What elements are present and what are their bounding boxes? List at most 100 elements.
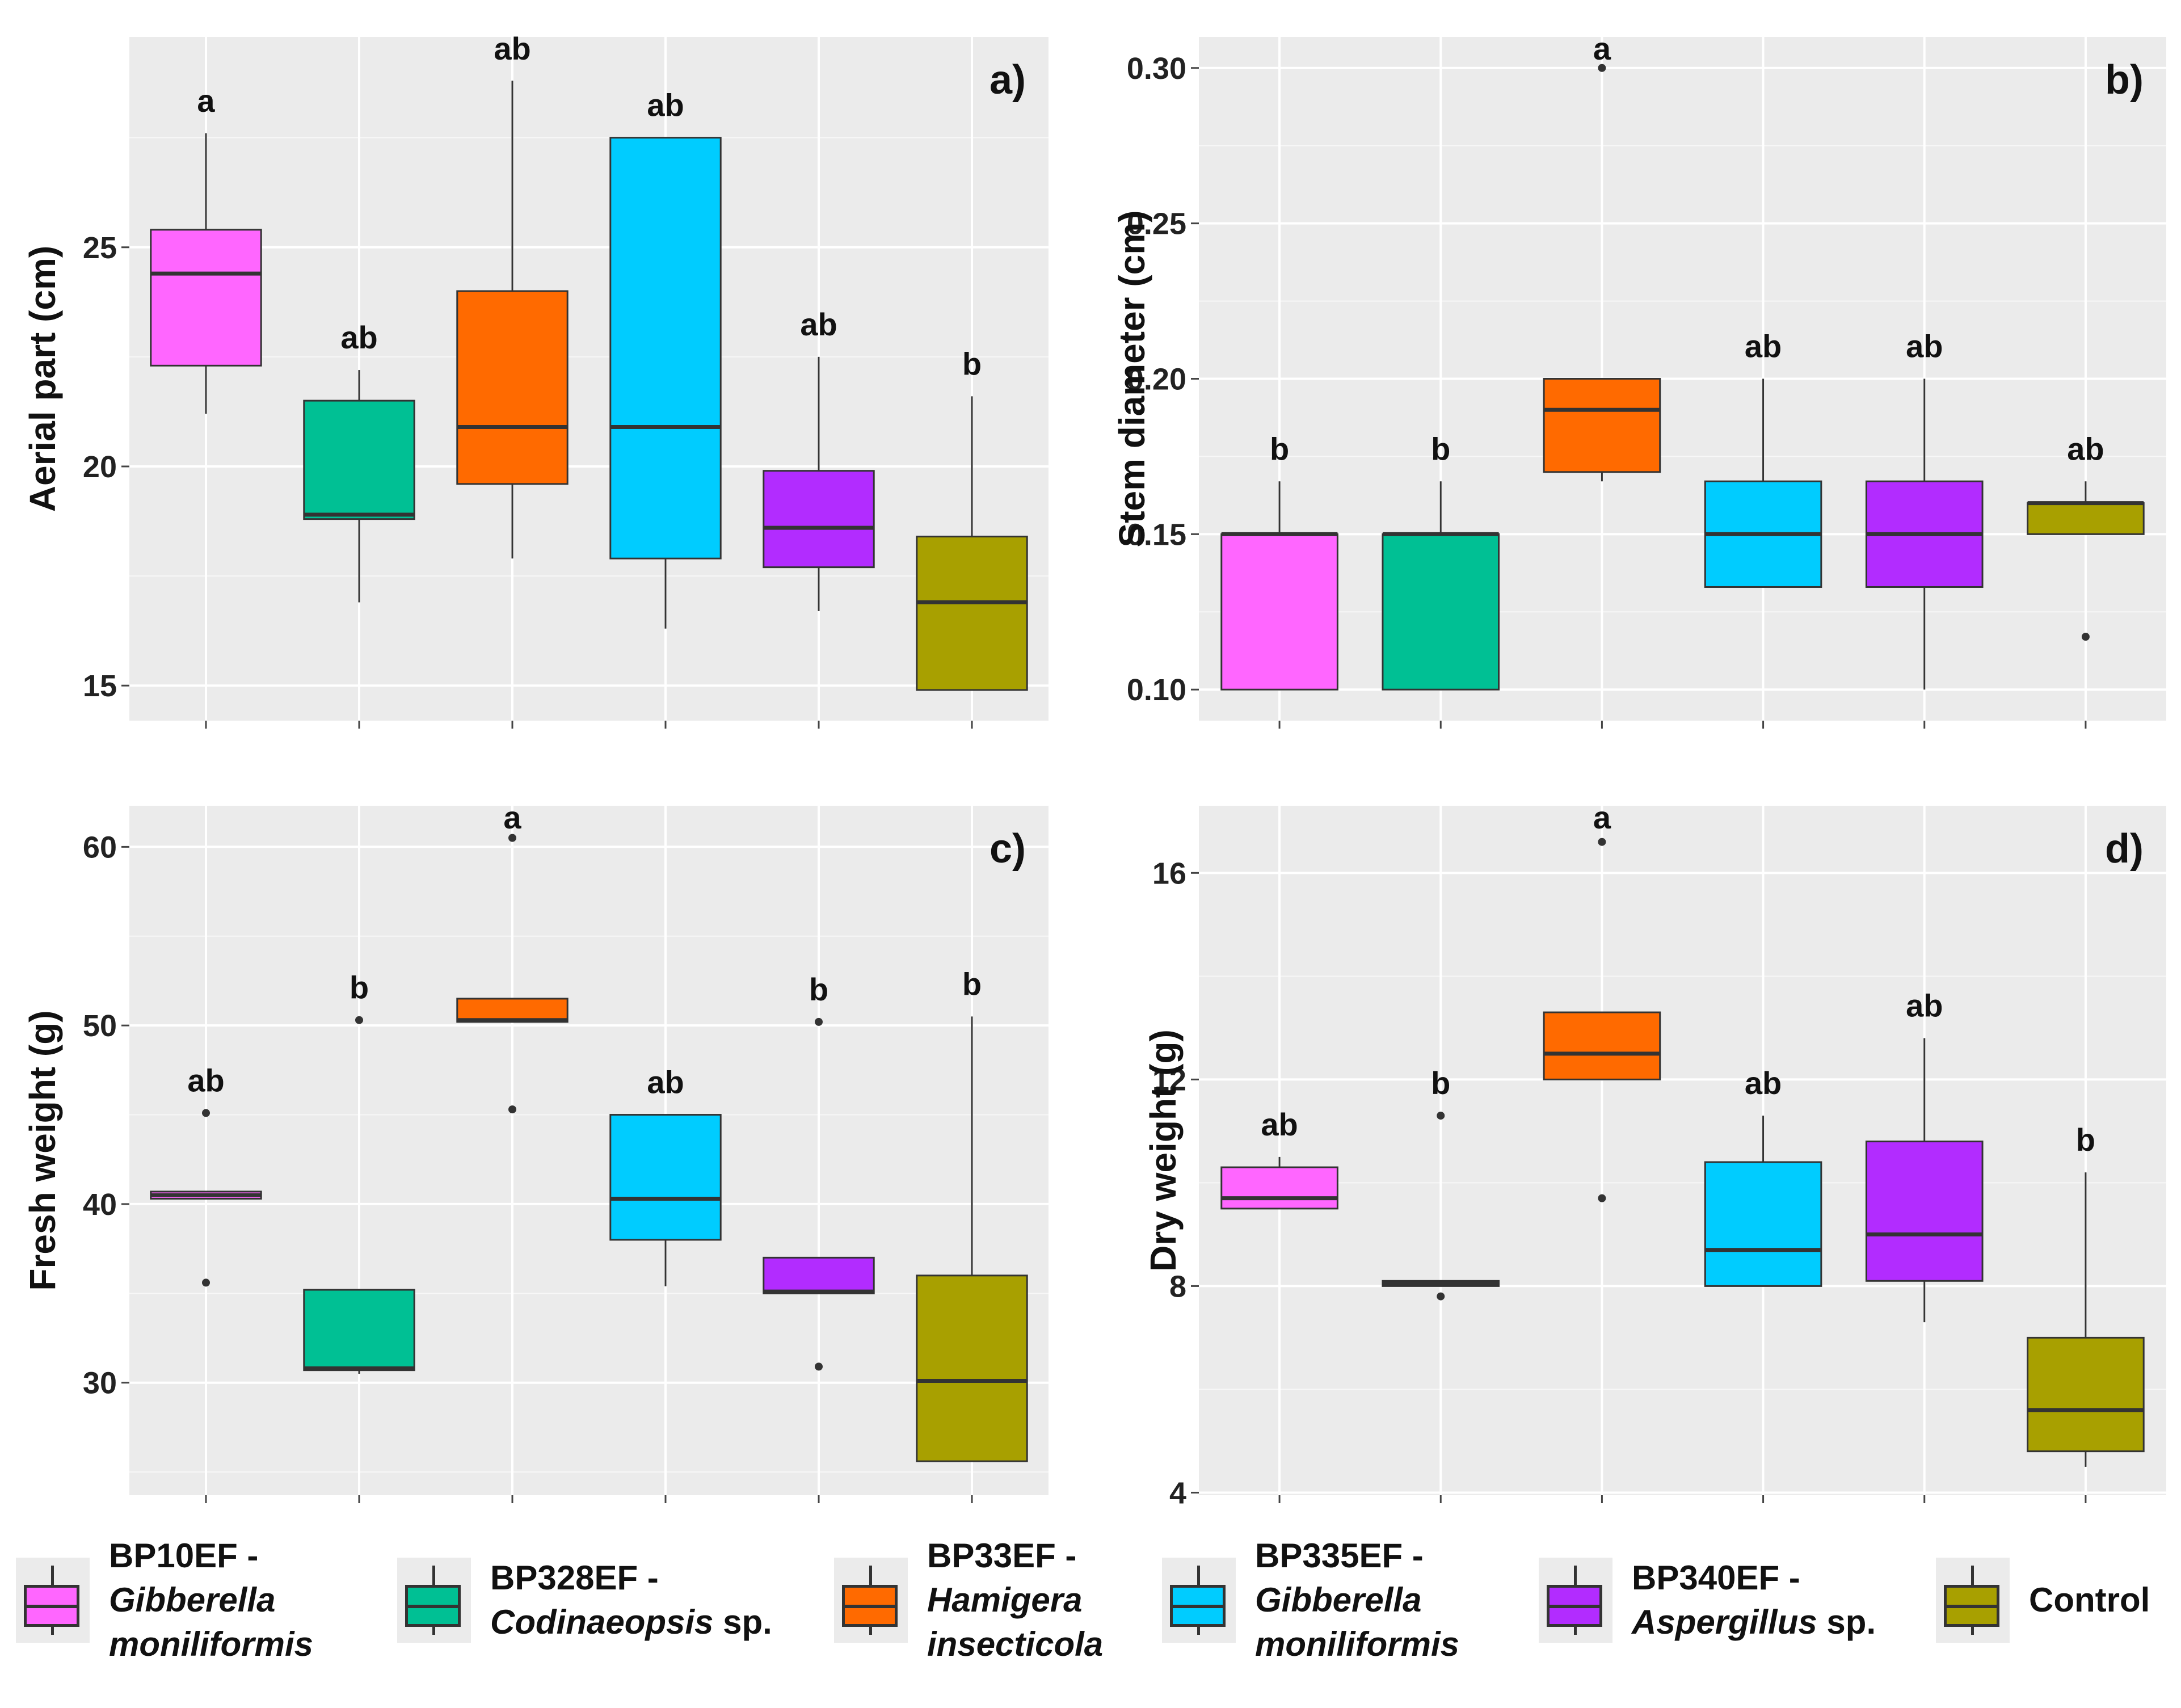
y-tick-label: 16	[1152, 856, 1186, 890]
panel-d: 4 8 12 16 Dry weight (g) d) ab b a ab ab b	[1143, 800, 2166, 1510]
legend-species-line1: Aspergillus	[1632, 1603, 1817, 1641]
legend-species-line2: moniliformis	[109, 1625, 314, 1663]
panel-c: 30 40 50 60 Fresh weight (g) c) ab b a ab b b	[22, 800, 1049, 1503]
y-tick-label: 12	[1152, 1063, 1186, 1097]
outlier-point	[1598, 838, 1606, 846]
box-bp328ef: b	[1382, 431, 1500, 691]
box	[303, 1289, 415, 1372]
legend-code: BP340EF -	[1632, 1559, 1800, 1597]
box-bp328ef: b	[1382, 1065, 1500, 1301]
box	[916, 536, 1028, 691]
panel-label: b)	[2105, 57, 2144, 103]
legend: BP10EF - Gibberella moniliformis BP328EF…	[0, 1515, 2181, 1708]
box	[1543, 1011, 1661, 1080]
box-bp335ef: ab	[1704, 1065, 1822, 1287]
box	[916, 1274, 1028, 1462]
legend-item-bp33ef: BP33EF - Hamigera insecticola	[834, 1515, 1103, 1685]
significance-letter: b	[350, 970, 369, 1006]
y-tick-label: 8	[1169, 1269, 1186, 1303]
plot-background	[129, 806, 1049, 1495]
legend-item-bp340ef: BP340EF - Aspergillus sp.	[1539, 1515, 1876, 1685]
box-bp10ef: ab	[150, 1062, 262, 1287]
box-bp335ef: ab	[1704, 329, 1822, 588]
legend-key-bp33ef	[834, 1558, 908, 1643]
significance-letter: b	[2076, 1122, 2095, 1158]
box	[1543, 378, 1661, 473]
outlier-point	[355, 1016, 363, 1024]
outlier-point	[1598, 1194, 1606, 1202]
significance-letter: ab	[1745, 1065, 1782, 1101]
significance-letter: ab	[2067, 431, 2104, 466]
significance-letter: ab	[340, 319, 377, 355]
legend-key-bp328ef	[397, 1558, 471, 1643]
box	[609, 137, 722, 559]
box	[1865, 1141, 1984, 1282]
significance-letter: a	[1593, 800, 1611, 835]
significance-letter: ab	[1906, 988, 1943, 1024]
box	[763, 1256, 875, 1294]
box-bp335ef: ab	[609, 87, 722, 629]
box	[456, 290, 569, 485]
y-axis-label: Fresh weight (g)	[22, 1010, 63, 1290]
significance-letter: a	[503, 800, 521, 835]
box-bp340ef: ab	[1865, 988, 1984, 1323]
legend-code: BP10EF -	[109, 1537, 259, 1575]
y-tick-label: 0.30	[1127, 52, 1186, 86]
y-tick-label: 0.25	[1127, 207, 1186, 241]
box	[1704, 1161, 1822, 1287]
y-tick-label: 30	[83, 1366, 117, 1400]
box-bp10ef: b	[1220, 431, 1338, 691]
box	[2027, 1336, 2145, 1453]
box	[763, 470, 875, 569]
significance-letter: ab	[647, 87, 684, 123]
significance-letter: a	[197, 83, 215, 119]
outlier-point	[1437, 1112, 1445, 1120]
legend-species-line1: Gibberella	[109, 1581, 276, 1619]
y-axis-label: Aerial part (cm)	[22, 246, 63, 512]
y-axis-label: Stem diameter (cm)	[1111, 211, 1152, 548]
plot-background	[129, 37, 1049, 721]
box	[1220, 533, 1338, 691]
legend-code: Control	[2029, 1581, 2150, 1619]
y-tick-label: 20	[83, 450, 117, 484]
legend-key-bp335ef	[1162, 1558, 1236, 1643]
panel-label: c)	[990, 826, 1026, 872]
significance-letter: ab	[1745, 329, 1782, 364]
significance-letter: b	[1270, 431, 1289, 466]
box-bp33ef: a	[1543, 800, 1661, 1202]
panel-b: 0.10 0.15 0.20 0.25 0.30 Stem diameter (cm) b)…	[1111, 31, 2166, 729]
significance-letter: b	[809, 971, 828, 1007]
box-control: b	[916, 966, 1028, 1462]
outlier-point	[815, 1017, 823, 1026]
outlier-point	[508, 1105, 516, 1114]
box-bp340ef: ab	[1865, 329, 1984, 690]
y-tick-label: 60	[83, 830, 117, 864]
box-control: b	[2027, 1122, 2145, 1467]
legend-code: BP328EF -	[490, 1559, 659, 1597]
legend-key-bp340ef	[1539, 1558, 1612, 1643]
box	[1382, 533, 1500, 691]
box	[456, 998, 569, 1023]
box-bp33ef: a	[1543, 31, 1661, 482]
box	[303, 399, 415, 520]
box-bp328ef: ab	[303, 319, 415, 603]
y-axis-label: Dry weight (g)	[1143, 1029, 1184, 1272]
outlier-point	[202, 1278, 210, 1287]
outlier-point	[1598, 64, 1606, 72]
significance-letter: ab	[1906, 329, 1943, 364]
legend-species-line2: moniliformis	[1255, 1625, 1460, 1663]
legend-item-bp328ef: BP328EF - Codinaeopsis sp.	[397, 1515, 772, 1685]
panel-a: 15 20 25 Aerial part (cm) a) a ab ab ab ab b	[22, 31, 1049, 729]
y-tick-label: 0.20	[1127, 363, 1186, 397]
significance-letter: ab	[494, 31, 530, 66]
box	[2027, 502, 2145, 535]
y-tick-label: 4	[1169, 1476, 1186, 1510]
y-tick-label: 25	[83, 231, 117, 265]
legend-species-line2: insecticola	[927, 1625, 1104, 1663]
plot-background	[1199, 806, 2166, 1495]
outlier-point	[508, 834, 516, 842]
y-tick-label: 0.15	[1127, 518, 1186, 552]
legend-item-bp10ef: BP10EF - Gibberella moniliformis	[16, 1515, 313, 1685]
significance-letter: ab	[647, 1065, 684, 1100]
